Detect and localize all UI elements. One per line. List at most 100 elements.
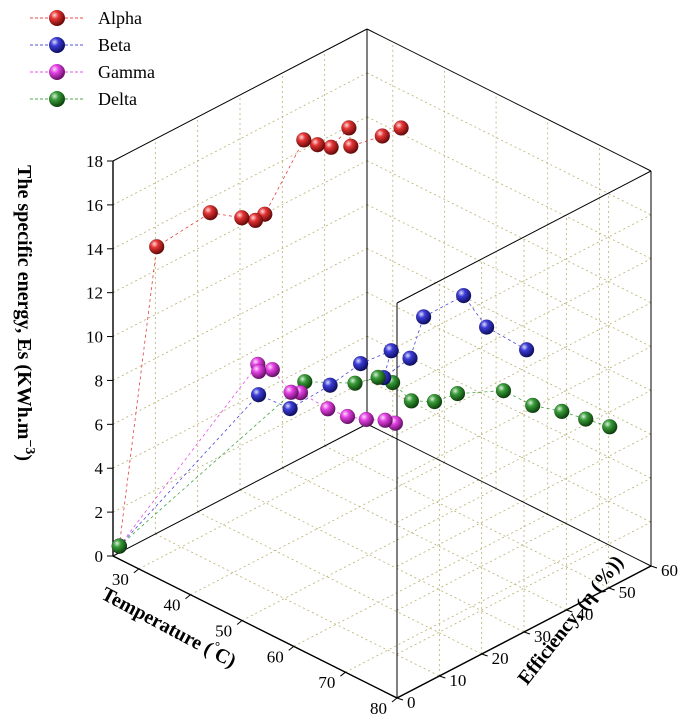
grid-line [282,467,567,611]
y-tick-mark [481,653,488,657]
z-tick-label: 4 [95,459,104,478]
legend-marker [49,91,65,107]
data-point-gamma [358,411,375,428]
y-tick-label: 50 [619,583,636,602]
y-tick-label: 60 [661,561,678,580]
data-point-delta [495,382,512,399]
frame-edge [366,28,652,172]
y-axis-title: Efficiency, (η (%)) [514,551,628,689]
data-point-delta [426,393,443,410]
data-point-gamma [339,408,356,425]
data-point-delta [370,369,386,386]
data-point-beta [455,287,472,304]
legend-marker [49,37,65,53]
legend-label: Alpha [98,8,142,28]
data-point-delta [347,375,363,391]
data-point-alpha [202,204,219,221]
data-point-delta [601,419,618,435]
data-point-delta [111,538,128,554]
tick-labels: 30 40 50 60 70 80 0 10 20 30 40 50 60 0 2 4 6 8 10 12 14 16 18 [86,152,678,718]
data-point-beta [250,386,267,403]
grid-line [112,160,368,294]
x-tick-label: 70 [318,673,335,692]
z-tick-label: 12 [86,284,103,303]
y-tick-mark [566,609,573,613]
data-point-delta [449,385,466,402]
data-point-beta [282,400,298,417]
data-point-alpha [374,128,391,144]
data-point-delta [403,393,420,409]
frame-edge [396,170,652,304]
legend-item-delta: Delta [30,89,137,109]
z-tick-label: 8 [95,371,104,390]
x-tick-mark [391,697,398,703]
frame-edge [366,423,652,567]
y-tick-label: 40 [576,605,593,624]
data-point-beta [518,342,535,358]
z-tick-label: 2 [95,503,104,522]
x-tick-mark [288,645,295,651]
legend-marker [49,64,65,80]
grid-line [345,539,600,673]
z-tick-label: 10 [86,328,103,347]
data-point-beta [322,377,338,393]
z-tick-label: 16 [86,196,103,215]
frame-edge [112,28,368,162]
legend: Alpha Beta Gamma Delta [30,8,155,109]
data-point-beta [383,343,399,359]
data-point-alpha [309,136,326,153]
z-tick-label: 6 [95,415,104,434]
x-tick-label: 40 [163,596,180,615]
data-point-alpha [247,212,264,229]
data-point-delta [524,397,541,414]
data-points [111,120,618,554]
legend-item-gamma: Gamma [30,62,155,82]
z-axis-title: The specific energy, Es (KWh.m−3) [13,165,37,461]
x-tick-mark [340,671,346,677]
data-point-beta [478,319,495,335]
legend-marker [49,10,65,26]
data-point-delta [577,411,594,427]
y-tick-label: 20 [492,649,509,668]
data-point-beta [402,350,418,366]
frame-edge [112,423,368,557]
series-line-alpha [118,126,402,547]
data-point-delta [554,403,570,420]
series-line-beta [119,295,527,547]
data-point-beta [352,355,369,372]
data-point-alpha [148,238,165,255]
y-tick-label: 30 [534,627,551,646]
data-point-gamma [264,361,281,378]
x-tick-label: 50 [215,622,232,641]
y-tick-mark [608,587,615,591]
legend-label: Gamma [98,62,155,82]
data-point-alpha [323,139,339,156]
grid-lines [112,41,652,677]
x-tick-label: 30 [112,570,129,589]
x-tick-mark [236,620,243,625]
grid-line [366,248,652,391]
grid-line [197,511,482,655]
x-tick-mark [133,568,140,574]
data-point-alpha [296,132,312,148]
z-tick-label: 18 [86,152,103,171]
y-tick-label: 10 [449,671,466,690]
grid-line [293,514,548,647]
grid-line [239,489,525,633]
legend-label: Beta [98,35,131,55]
data-point-gamma [320,401,336,417]
y-tick-mark [396,697,404,701]
data-point-beta [415,309,432,325]
y-tick-mark [523,631,531,635]
data-point-gamma [377,412,393,429]
x-tick-mark [185,594,191,600]
data-point-alpha [343,138,359,154]
z-tick-label: 14 [86,240,104,259]
data-point-gamma [283,384,299,401]
data-point-gamma [250,363,267,380]
x-tick-label: 60 [267,647,284,666]
x-axis-line [112,555,398,699]
data-point-alpha [234,210,250,226]
data-point-alpha [393,120,409,136]
y-tick-label: 0 [407,693,416,712]
